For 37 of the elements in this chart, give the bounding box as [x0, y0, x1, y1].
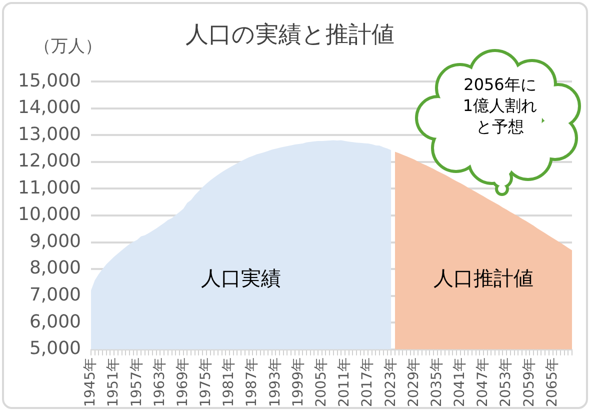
chart-title: 人口の実績と推計値	[186, 22, 394, 48]
x-tick-label: 2011年	[336, 357, 353, 408]
x-tick-label: 1957年	[128, 357, 145, 408]
x-tick-label: 1945年	[82, 357, 99, 408]
annotation: 2056年に1億人割れと予想	[462, 74, 538, 137]
y-tick-label: 13,000	[18, 124, 81, 145]
x-tick-label: 1993年	[267, 357, 284, 408]
x-tick-label: 1969年	[174, 357, 191, 408]
y-tick-label: 6,000	[29, 311, 81, 332]
x-tick-label: 2029年	[406, 357, 422, 408]
x-tick-label: 2041年	[452, 357, 468, 408]
y-tick-label: 5,000	[29, 338, 81, 360]
x-tick-label: 1987年	[244, 357, 260, 408]
x-tick-label: 1951年	[106, 357, 122, 408]
x-tick-label: 2005年	[314, 357, 330, 408]
y-tick-label: 7,000	[29, 284, 81, 306]
y-tick-label: 8,000	[29, 258, 81, 279]
x-tick-label: 2017年	[360, 357, 376, 408]
y-tick-label: 14,000	[18, 97, 81, 118]
y-axis-title: （万人）	[34, 36, 102, 56]
x-tick-label: 1981年	[221, 357, 238, 408]
x-tick-label: 2053年	[498, 357, 514, 408]
y-tick-label: 15,000	[18, 70, 81, 92]
x-tick-label: 2059年	[521, 357, 538, 408]
y-tick-label: 9,000	[29, 230, 81, 252]
series-label: 人口実績	[201, 266, 282, 290]
x-tick-label: 1999年	[290, 357, 306, 408]
x-tick-label: 2047年	[475, 357, 492, 408]
x-tick-label: 2065年	[544, 357, 560, 408]
y-tick-label: 11,000	[18, 177, 81, 198]
x-tick-label: 2023年	[382, 357, 399, 408]
series-label: 人口推計値	[433, 266, 534, 290]
x-tick-label: 1963年	[152, 357, 168, 408]
x-tick-label: 1975年	[198, 357, 214, 408]
y-tick-label: 12,000	[18, 150, 81, 172]
x-tick-label: 2035年	[428, 357, 445, 408]
y-tick-label: 10,000	[18, 204, 81, 226]
